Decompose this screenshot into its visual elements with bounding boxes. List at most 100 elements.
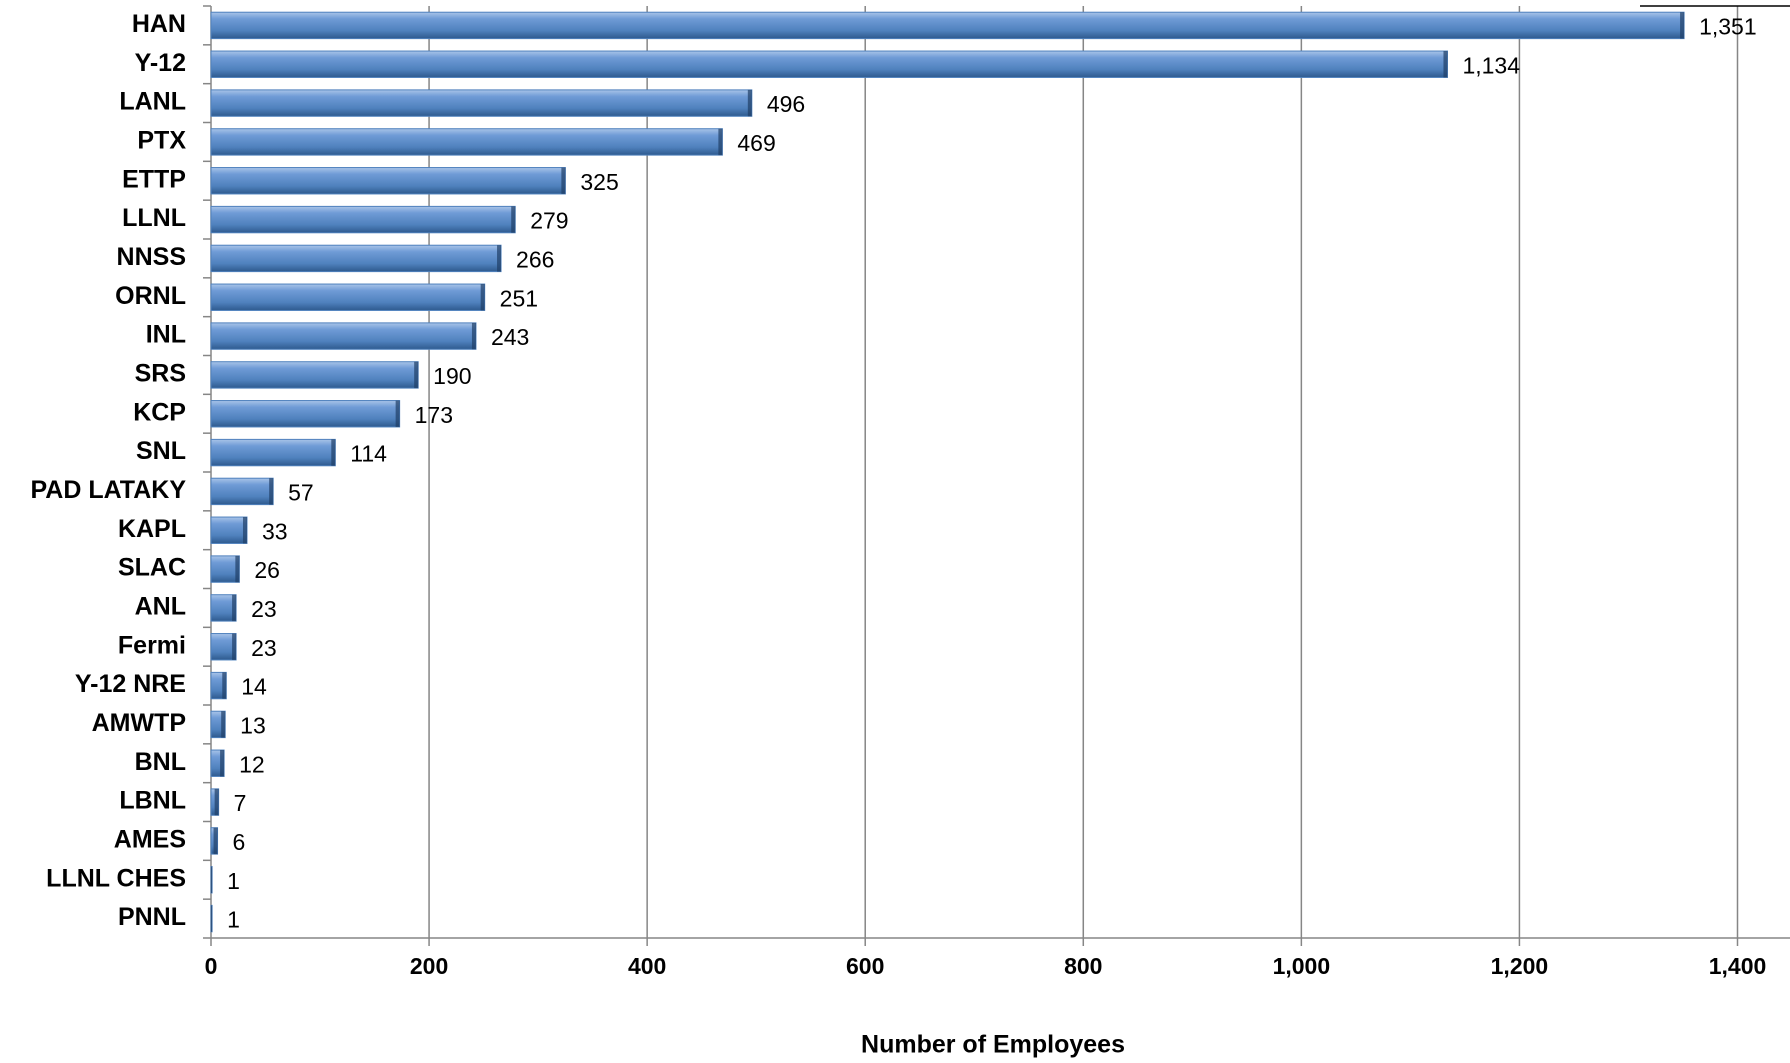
x-tick-label: 1,000 [1273,953,1331,979]
category-label: SRS [135,360,186,388]
value-label: 243 [491,324,529,350]
x-tick-label: 200 [410,953,448,979]
bar [210,516,248,544]
bar [210,50,1448,78]
category-label: HAN [132,10,186,38]
value-label: 14 [241,674,267,700]
value-label: 23 [251,635,277,661]
value-label: 190 [433,363,471,389]
bar [210,594,237,622]
category-label: Y-12 [135,49,186,77]
category-label: LLNL CHES [46,864,186,892]
bar-edge [395,400,400,427]
value-label: 266 [516,246,554,272]
value-label: 6 [233,829,246,855]
bar-edge [561,167,566,194]
category-label: ANL [135,593,186,621]
x-tick-label: 0 [205,953,218,979]
bar-edge [232,594,237,622]
bar-edge [220,750,225,777]
bar [210,322,477,350]
bar [210,128,723,156]
value-label: 26 [254,557,280,583]
value-label: 12 [239,751,265,777]
category-label: LANL [119,88,186,116]
value-label: 325 [580,169,618,195]
bar-edge [497,245,502,272]
category-label: AMES [114,826,186,854]
value-label: 279 [530,208,568,234]
bar-edge [511,206,516,233]
bar [210,167,566,195]
category-label: NNSS [117,243,186,271]
category-label: SNL [136,437,186,465]
value-label: 469 [737,130,775,156]
bar [210,89,753,117]
x-tick-label: 1,400 [1709,953,1767,979]
category-label: AMWTP [92,709,186,737]
category-label: INL [146,321,186,349]
category-label: KAPL [118,515,186,543]
category-label: Fermi [118,631,186,659]
bar-edge [331,439,336,466]
bar-edge [213,827,218,855]
x-tick-label: 400 [628,953,666,979]
category-label: ORNL [115,282,186,310]
category-label: LBNL [119,787,186,815]
category-label: SLAC [118,554,186,582]
x-tick-label: 800 [1064,953,1102,979]
value-label: 496 [767,91,805,117]
bar [210,244,502,273]
value-label: 1 [227,907,240,933]
value-label: 1,351 [1699,13,1757,39]
bar-edge [211,905,213,932]
category-label: LLNL [122,204,186,232]
bar [210,477,274,506]
category-label: ETTP [122,165,186,193]
bar [210,11,1685,40]
bar-edge [221,711,226,738]
value-label: 251 [500,285,538,311]
category-label: PTX [137,127,186,155]
value-label: 1 [227,868,240,894]
value-label: 13 [240,712,266,738]
bar [210,205,516,234]
bar [210,633,237,661]
category-label: PAD LATAKY [30,476,186,504]
bar-edge [232,633,237,660]
value-label: 57 [288,479,314,505]
bar [210,361,419,389]
x-tick-label: 1,200 [1491,953,1549,979]
category-label: KCP [133,398,186,426]
bar-edge [222,672,227,699]
x-axis-title: Number of Employees [861,1031,1125,1059]
category-label: PNNL [118,903,186,931]
x-tick-label: 600 [846,953,884,979]
bar [210,438,336,467]
bar-edge [1443,51,1448,78]
value-label: 7 [234,790,247,816]
value-label: 173 [415,402,453,428]
bar-edge [211,866,213,893]
bar-edge [235,555,240,583]
bar-edge [471,322,476,350]
bar [210,555,240,583]
bar-edge [414,361,419,389]
bar-edge [214,788,219,816]
value-label: 23 [251,596,277,622]
bar-edge [269,478,274,505]
bar-edge [1680,12,1685,39]
value-label: 114 [350,441,387,467]
bar [210,400,401,428]
bar-edge [242,517,247,544]
value-label: 1,134 [1462,52,1520,78]
value-label: 33 [262,518,288,544]
category-label: BNL [135,748,186,776]
bar [210,283,486,311]
category-label: Y-12 NRE [75,670,186,698]
bar-edge [480,284,485,311]
bar-edge [718,128,723,156]
bar-edge [747,89,752,117]
